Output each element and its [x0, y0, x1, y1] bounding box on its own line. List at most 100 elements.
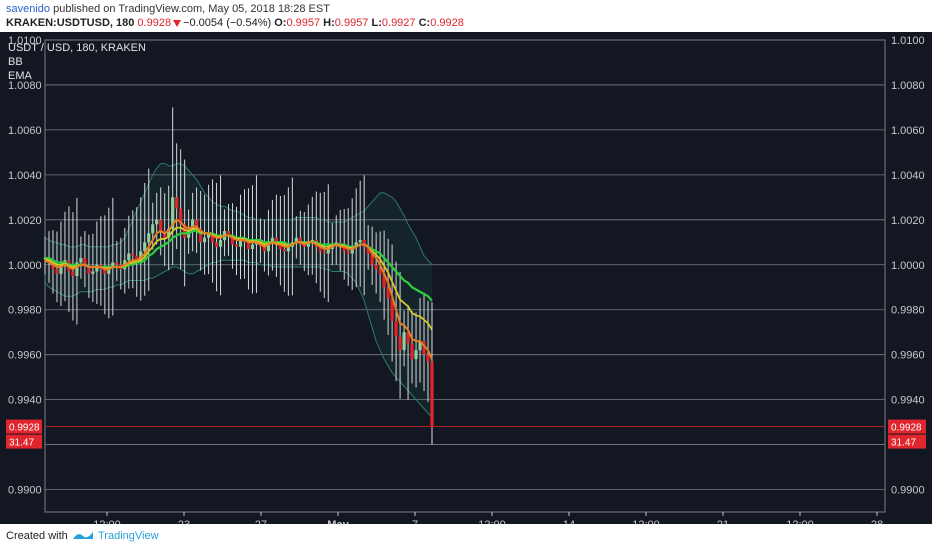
candle-body [167, 228, 171, 238]
left-volume-tag-bg [6, 434, 42, 449]
candle-body [214, 242, 219, 247]
footer: Created with TradingView [0, 524, 932, 550]
candle-body [206, 233, 211, 238]
candle-body [406, 332, 410, 344]
close-label: C: [418, 17, 431, 29]
candle-body [270, 237, 275, 243]
candle-body [115, 262, 119, 265]
candle-body [266, 242, 271, 252]
candle-body [147, 233, 151, 243]
candle-body [111, 262, 115, 268]
candle-body [386, 287, 390, 299]
candle-body [422, 341, 426, 355]
down-arrow-icon [173, 19, 182, 27]
candle-body [398, 336, 402, 351]
candle-body [382, 273, 386, 288]
y-tick-label-left: 1.0020 [8, 215, 42, 227]
publish-line: savenido published on TradingView.com, M… [6, 3, 330, 15]
y-tick-label-right: 0.9980 [891, 305, 925, 317]
y-tick-label-left: 1.0080 [8, 80, 42, 92]
candle-body [83, 258, 87, 268]
chart-area[interactable]: 1.0100 1.0100 1.0080 1.0080 1.0060 1.0060 1.00… [0, 32, 932, 524]
candle-body [183, 224, 187, 238]
y-tick-label-left: 0.9940 [8, 395, 42, 407]
bb-lower-line [44, 259, 433, 418]
high-label: H: [323, 17, 335, 29]
ema-fast-line [44, 218, 433, 360]
y-tick-label-right: 1.0060 [891, 125, 925, 137]
created-with-text: Created with [6, 530, 68, 542]
candle-body [159, 219, 163, 232]
candle-body [310, 240, 314, 243]
price-chart[interactable]: 1.0100 1.0100 1.0080 1.0080 1.0060 1.0060 1.00… [0, 32, 932, 524]
legend-title: USDT / USD, 180, KRAKEN [8, 42, 146, 54]
y-tick-label-left: 0.9900 [8, 485, 42, 497]
candle-body [358, 240, 362, 243]
candle-body [75, 262, 79, 276]
tradingview-logo-icon [73, 532, 93, 539]
candle-body [354, 242, 358, 247]
candle-body [326, 249, 330, 254]
candle-body [135, 255, 139, 261]
high-value: 0.9957 [334, 17, 369, 29]
legend-indicator-ema[interactable]: EMA [8, 70, 33, 82]
candle-body [95, 264, 99, 272]
low-label: L: [371, 17, 382, 29]
candle-body [410, 343, 414, 360]
tradingview-brand[interactable]: TradingView [98, 530, 159, 542]
candle-body [226, 231, 231, 236]
candle-body [282, 249, 286, 252]
close-value: 0.9928 [430, 17, 464, 29]
candle-body [346, 251, 350, 254]
chart-legend: USDT / USD, 180, KRAKEN BB EMA [8, 42, 146, 82]
y-tick-label-right: 0.9960 [891, 350, 925, 362]
candle-body [191, 219, 195, 232]
candle-body [195, 219, 199, 229]
candle-body [350, 246, 354, 254]
candle-body [210, 233, 215, 243]
candle-body [151, 224, 155, 234]
candle-body [318, 246, 322, 252]
candle-body [390, 298, 394, 321]
left-volume-tag: 31.47 [9, 438, 34, 449]
candle-body [246, 242, 251, 250]
y-tick-label-left: 1.0060 [8, 125, 42, 137]
candle-body [175, 197, 179, 209]
low-value: 0.9927 [381, 17, 416, 29]
ohlc-line: KRAKEN:USDTUSD, 180 0.9928 −0.0054 (−0.54… [6, 17, 464, 29]
candle-body [430, 361, 434, 427]
candle-body [234, 244, 239, 247]
bb-fill [45, 163, 432, 418]
candle-body [171, 197, 175, 229]
candle-body [306, 242, 310, 247]
x-tick-label: 12:00 [93, 519, 121, 524]
candle-body [402, 332, 406, 351]
y-tick-label-right: 1.0040 [891, 170, 925, 182]
y-tick-label-left: 0.9980 [8, 305, 42, 317]
last-price: 0.9928 [137, 17, 172, 29]
candle-body [59, 264, 63, 274]
candle-body [218, 240, 223, 247]
legend-indicator-bb[interactable]: BB [8, 56, 23, 68]
candle-body [187, 231, 191, 238]
candle-body [418, 341, 422, 351]
candle-body [107, 267, 111, 274]
author-link[interactable]: savenido [6, 3, 51, 15]
candle-body [230, 235, 235, 245]
candle-body [87, 267, 91, 274]
candle-body [366, 246, 370, 254]
y-tick-label-left: 1.0040 [8, 170, 42, 182]
y-tick-label-right: 1.0100 [891, 35, 925, 47]
candle-body [378, 269, 382, 274]
right-volume-tag-bg [888, 434, 926, 449]
x-tick-label: 27 [255, 519, 267, 524]
published-text: published on TradingView.com, May 05, 20… [53, 3, 330, 15]
candle-body [155, 219, 159, 225]
candle-body [71, 271, 75, 276]
candle-body [238, 237, 243, 247]
open-label: O: [274, 17, 287, 29]
symbol-label: KRAKEN:USDTUSD, 180 [6, 17, 135, 29]
left-price-tag-bg [6, 419, 42, 434]
open-value: 0.9957 [286, 17, 321, 29]
candle-body [342, 246, 346, 252]
